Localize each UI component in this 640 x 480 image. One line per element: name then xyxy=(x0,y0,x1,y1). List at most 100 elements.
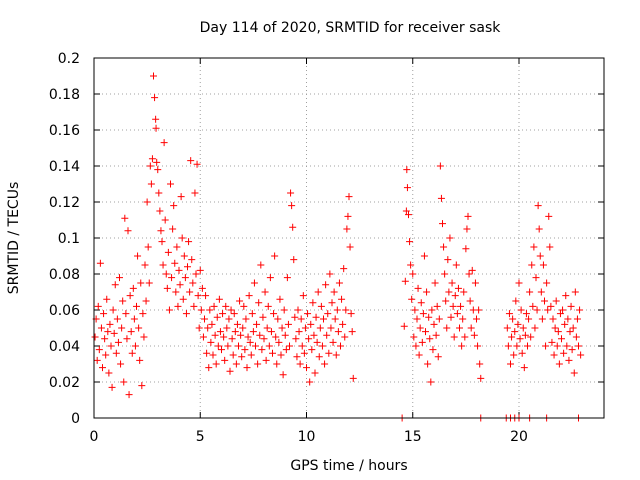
data-point xyxy=(417,299,425,307)
data-point xyxy=(420,252,428,260)
data-point xyxy=(522,310,530,318)
data-point xyxy=(535,225,543,233)
data-point xyxy=(147,180,155,188)
x-tick-label: 20 xyxy=(510,429,528,445)
data-point xyxy=(145,279,153,287)
data-point xyxy=(280,306,288,314)
data-point xyxy=(242,315,250,323)
data-point xyxy=(403,166,411,174)
data-point xyxy=(185,238,193,246)
data-point xyxy=(104,328,112,336)
data-point xyxy=(504,342,512,350)
data-point xyxy=(315,353,323,361)
data-point xyxy=(129,284,137,292)
data-point xyxy=(444,256,452,264)
data-point xyxy=(249,328,257,336)
data-point xyxy=(519,324,527,332)
grid xyxy=(94,58,604,418)
data-point xyxy=(238,353,246,361)
data-point xyxy=(448,279,456,287)
data-point xyxy=(174,302,182,310)
data-point xyxy=(118,324,126,332)
y-tick-label: 0 xyxy=(71,411,80,427)
data-point xyxy=(304,310,312,318)
data-point xyxy=(113,315,121,323)
data-point xyxy=(303,364,310,372)
y-tick-label: 0.2 xyxy=(58,51,80,67)
data-point xyxy=(130,315,138,323)
data-point xyxy=(101,335,109,343)
data-point xyxy=(220,333,228,341)
data-point xyxy=(441,270,449,278)
data-point xyxy=(309,299,317,307)
data-point xyxy=(165,306,173,314)
data-point xyxy=(138,382,146,390)
y-tick-label: 0.08 xyxy=(49,267,80,283)
data-point xyxy=(426,335,434,343)
data-point xyxy=(102,351,110,359)
data-point xyxy=(269,349,276,357)
data-point xyxy=(95,346,103,354)
data-point xyxy=(456,324,463,332)
x-tick-label: 10 xyxy=(298,429,316,445)
data-point xyxy=(258,346,266,354)
data-point xyxy=(134,252,142,260)
data-point xyxy=(551,324,559,332)
data-point xyxy=(410,333,418,341)
data-point xyxy=(213,313,221,321)
data-point xyxy=(326,270,334,278)
data-point xyxy=(120,378,128,386)
data-point xyxy=(235,342,242,350)
data-point xyxy=(546,243,554,251)
data-point xyxy=(236,297,244,305)
data-point xyxy=(168,274,176,282)
data-point xyxy=(259,313,267,321)
data-point xyxy=(206,306,214,314)
data-point xyxy=(247,351,255,359)
data-point xyxy=(121,214,129,222)
data-point xyxy=(443,324,451,332)
data-point xyxy=(110,329,118,337)
data-point xyxy=(190,302,198,310)
data-point xyxy=(248,310,256,318)
data-point xyxy=(307,320,315,328)
data-point xyxy=(253,320,261,328)
y-tick-label: 0.06 xyxy=(49,303,80,319)
data-point xyxy=(275,338,283,346)
data-point xyxy=(241,346,249,354)
data-point xyxy=(274,315,282,323)
data-point xyxy=(556,310,564,318)
data-point xyxy=(317,302,325,310)
data-point xyxy=(216,328,224,336)
data-point xyxy=(167,180,174,188)
data-point xyxy=(529,302,537,310)
plot-frame xyxy=(93,57,605,419)
data-point xyxy=(244,333,252,341)
data-point xyxy=(473,315,480,323)
data-point xyxy=(281,331,289,339)
data-point xyxy=(182,310,190,318)
data-point xyxy=(414,284,422,292)
data-point xyxy=(103,295,111,303)
data-point xyxy=(568,346,576,354)
data-point xyxy=(458,342,466,350)
data-point xyxy=(176,281,184,289)
data-point xyxy=(152,115,160,123)
data-point xyxy=(442,297,450,305)
data-point xyxy=(148,155,156,163)
data-point xyxy=(131,342,139,350)
data-point xyxy=(161,216,169,224)
data-point xyxy=(339,320,347,328)
data-point xyxy=(260,335,268,343)
data-point xyxy=(210,302,218,310)
data-point xyxy=(301,324,309,332)
data-point xyxy=(423,288,431,296)
data-point xyxy=(575,342,582,350)
y-tick-label: 0.02 xyxy=(49,375,80,391)
data-point xyxy=(144,243,152,251)
data-point xyxy=(105,369,113,377)
data-point xyxy=(187,157,195,165)
data-point xyxy=(270,310,278,318)
data-point xyxy=(558,335,565,343)
data-point xyxy=(177,193,185,201)
